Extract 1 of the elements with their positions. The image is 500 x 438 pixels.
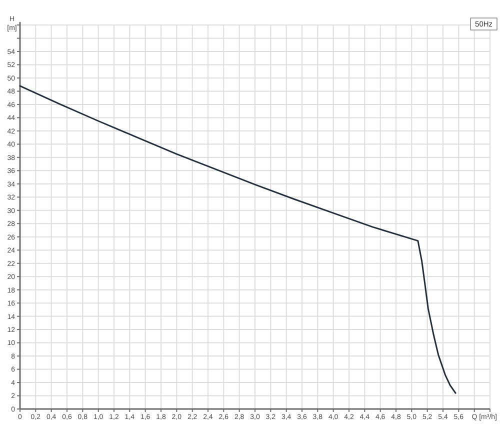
line-series	[19, 85, 456, 394]
